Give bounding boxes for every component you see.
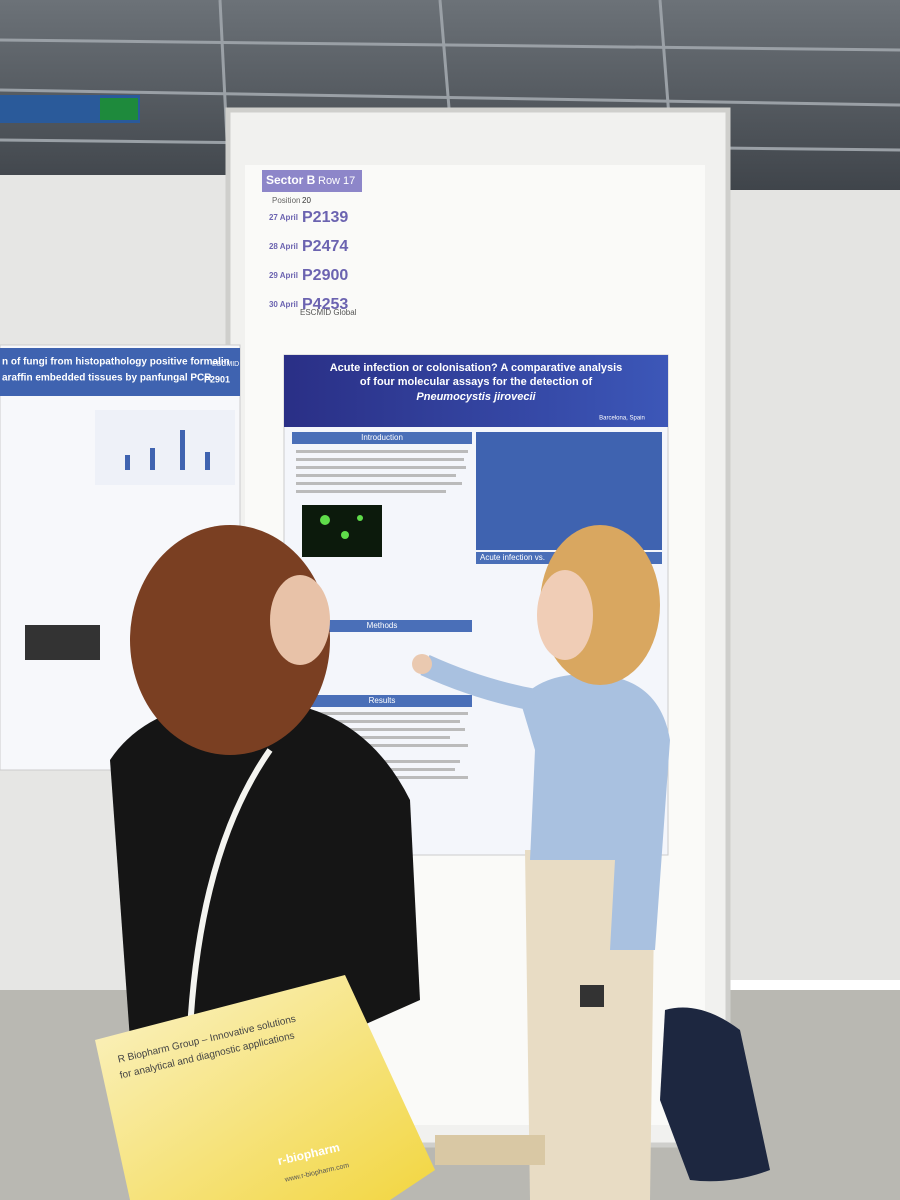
schedule: 27 April P2139 28 April P2474 29 April P2900 3… xyxy=(269,209,348,313)
right-panel xyxy=(725,190,900,980)
poster-title: of four molecular assays for the detecti… xyxy=(360,376,593,388)
poster-title: Acute infection or colonisation? A compa… xyxy=(330,362,623,374)
schedule-code: P2474 xyxy=(302,238,348,255)
position: 20 xyxy=(302,196,311,205)
sector: Sector B xyxy=(266,173,316,187)
schedule-code: P2900 xyxy=(302,267,348,284)
position-label: Position xyxy=(272,196,300,205)
face xyxy=(537,570,593,660)
sector-box xyxy=(262,170,362,192)
shirt xyxy=(520,674,670,950)
tube xyxy=(435,1135,545,1165)
schedule-code: P2139 xyxy=(302,209,348,226)
poster-header xyxy=(284,355,668,427)
poster-venue: Barcelona, Spain xyxy=(599,416,645,422)
hair xyxy=(130,525,330,755)
schedule-date: 29 April xyxy=(269,271,298,280)
left-poster-title: n of fungi from histopathology positive … xyxy=(2,357,230,368)
poster-title: Pneumocystis jirovecii xyxy=(416,391,536,403)
row: Row 17 xyxy=(318,175,355,187)
watch xyxy=(580,985,604,1007)
hand xyxy=(412,654,432,674)
section-bar xyxy=(292,695,472,707)
backpack xyxy=(660,1007,770,1182)
left-poster-code: P2901 xyxy=(204,374,230,384)
section-heading: Introduction xyxy=(361,433,403,442)
schedule-date: 30 April xyxy=(269,300,298,309)
person-left xyxy=(110,700,420,1040)
face xyxy=(270,575,330,665)
micrograph xyxy=(302,505,382,557)
section-bar xyxy=(292,432,472,444)
schedule-code: P4253 xyxy=(302,296,348,313)
schedule-date: 28 April xyxy=(269,242,298,251)
body-text xyxy=(296,450,468,493)
left-poster-org: ESCMID xyxy=(212,361,239,368)
bag-strap xyxy=(187,748,273,1031)
left-poster-header xyxy=(0,348,240,396)
results-table xyxy=(476,432,662,550)
gel-image xyxy=(25,625,100,660)
schedule-date: 27 April xyxy=(269,213,298,222)
section-heading: Results xyxy=(369,696,396,705)
bag xyxy=(95,975,435,1200)
exit-sign xyxy=(100,98,138,120)
left-chart xyxy=(95,410,235,485)
arm xyxy=(420,654,537,711)
left-poster-title: araffin embedded tissues by panfungal PC… xyxy=(2,373,212,384)
section-bar xyxy=(292,620,472,632)
organizer: ESCMID Global xyxy=(300,308,357,317)
section-heading: Acute infection vs. xyxy=(480,553,545,562)
section-heading: Methods xyxy=(367,621,398,630)
